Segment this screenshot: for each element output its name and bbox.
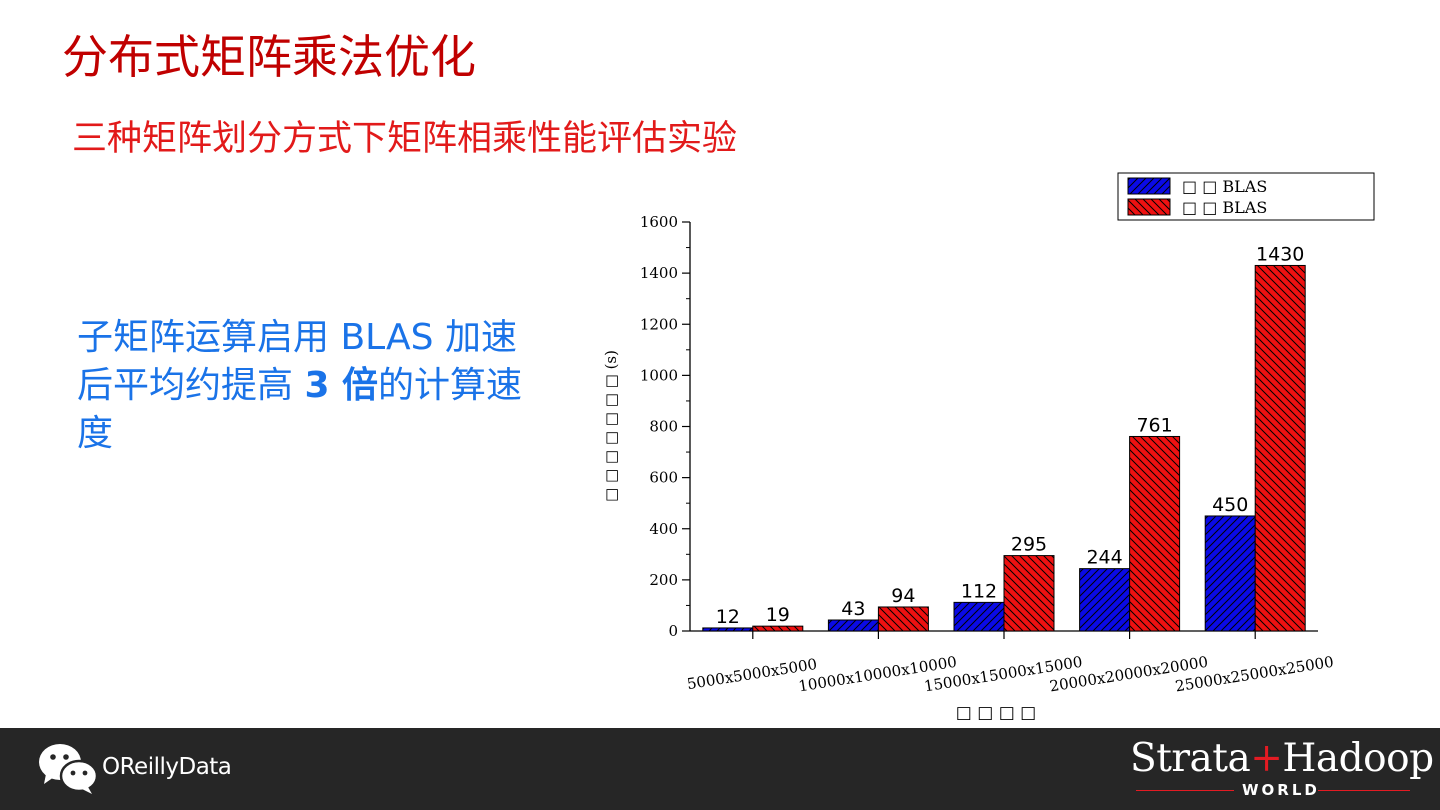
bar [827, 619, 879, 632]
legend-label: □ □ BLAS [1182, 177, 1267, 196]
note-text-1: 子矩阵运算启用 BLAS 加速后平均约提高 [77, 317, 517, 407]
data-label: 19 [766, 604, 790, 626]
plot-area: 020040060080010001200140016005000x5000x5… [602, 213, 1335, 723]
logo-rule-right [1318, 790, 1410, 791]
data-label: 43 [841, 598, 865, 620]
y-tick-label: 1000 [640, 366, 678, 384]
slide-subtitle: 三种矩阵划分方式下矩阵相乘性能评估实验 [72, 119, 738, 159]
bar [752, 625, 804, 632]
x-axis-title: □ □ □ □ [956, 703, 1036, 723]
bar [1079, 568, 1131, 632]
strata-hadoop-logo: Strata+Hadoop WORLD [1130, 736, 1434, 806]
y-tick-label: 1600 [640, 213, 678, 231]
bar [702, 627, 754, 632]
y-tick-label: 400 [649, 520, 678, 538]
y-tick-label: 0 [668, 622, 678, 640]
speedup-note: 子矩阵运算启用 BLAS 加速后平均约提高 3 倍的计算速度 [77, 314, 537, 459]
data-label: 94 [891, 585, 915, 607]
bar [1204, 515, 1256, 632]
bar [953, 601, 1005, 632]
chart-legend: □ □ BLAS □ □ BLAS [1117, 172, 1375, 221]
note-text-2: 的计算速度 [77, 365, 523, 455]
logo-rule-left [1136, 790, 1234, 791]
y-axis-title: □ □ □ □ □ □ □ (s) [602, 350, 620, 502]
y-tick-label: 1200 [640, 315, 678, 333]
note-highlight: 3 倍 [304, 365, 379, 407]
legend-swatch [1127, 177, 1171, 195]
logo-right: Hadoop [1282, 736, 1434, 781]
slide-title: 分布式矩阵乘法优化 [62, 30, 476, 84]
logo-text: Strata+Hadoop [1130, 736, 1434, 781]
wechat-icon [39, 744, 99, 794]
y-tick-label: 800 [649, 418, 678, 436]
bar [1254, 264, 1306, 632]
legend-label: □ □ BLAS [1182, 198, 1267, 217]
data-label: 1430 [1256, 243, 1304, 265]
data-label: 450 [1212, 494, 1248, 516]
brand-name: OReillyData [102, 754, 232, 780]
bar [877, 606, 929, 632]
bar [1003, 555, 1055, 632]
legend-swatch [1127, 198, 1171, 216]
y-tick-label: 200 [649, 571, 678, 589]
data-label: 761 [1136, 414, 1172, 436]
logo-world: WORLD [1242, 781, 1320, 799]
data-label: 295 [1011, 534, 1047, 556]
bar-chart: □ □ BLAS □ □ BLAS 0 200 400 600 800 1000 1200 14… [602, 172, 1375, 723]
data-label: 12 [716, 606, 740, 628]
logo-left: Strata [1130, 736, 1251, 781]
footer-bar: OReillyData Strata+Hadoop WORLD [0, 728, 1440, 810]
bar [1129, 435, 1181, 632]
y-tick-label: 600 [649, 469, 678, 487]
data-label: 244 [1086, 547, 1122, 569]
y-tick-label: 1400 [640, 264, 678, 282]
data-label: 112 [961, 580, 997, 602]
logo-plus: + [1250, 736, 1283, 781]
